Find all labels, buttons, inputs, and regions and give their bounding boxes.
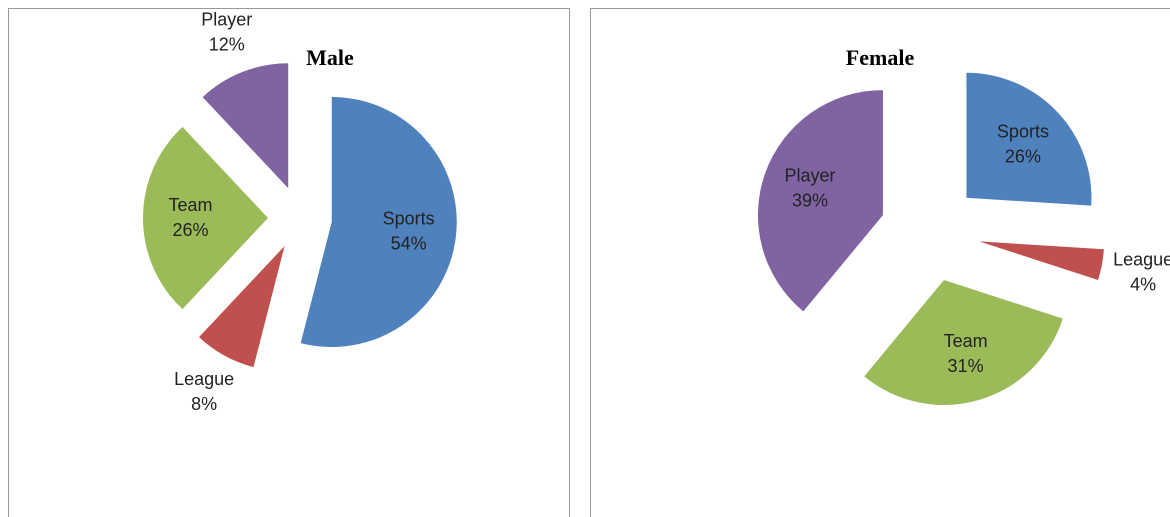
- slice-category: Sports: [997, 121, 1049, 141]
- slice-value-label: 4%: [1130, 274, 1156, 294]
- pie-slice: [300, 97, 457, 348]
- chart-title: Male: [306, 45, 354, 70]
- pie-slice: [966, 72, 1092, 206]
- pie-slice: [864, 280, 1063, 406]
- panel-left: [8, 8, 570, 517]
- slice-value-label: 26%: [1005, 146, 1041, 166]
- slice-value-label: 54%: [391, 233, 427, 253]
- pie-slice: [979, 241, 1104, 280]
- slice-category: Team: [168, 195, 212, 215]
- slice-category: Player: [785, 166, 836, 186]
- slice-value-label: 12%: [209, 35, 245, 55]
- slice-value-label: 8%: [191, 394, 217, 414]
- slice-category: Sports: [383, 208, 435, 228]
- pie-slice: [199, 246, 285, 368]
- slice-category: League: [1113, 249, 1170, 269]
- pie-slice: [143, 126, 268, 310]
- slice-category: Player: [201, 10, 252, 30]
- pie-slice: [757, 90, 883, 312]
- slice-value-label: 31%: [948, 356, 984, 376]
- slice-category: Team: [944, 331, 988, 351]
- panel-right: [590, 8, 1170, 517]
- chart-title: Female: [846, 45, 915, 70]
- slice-value-label: 26%: [172, 220, 208, 240]
- slice-value-label: 39%: [792, 191, 828, 211]
- slice-category: League: [174, 369, 234, 389]
- pie-slice: [202, 63, 289, 189]
